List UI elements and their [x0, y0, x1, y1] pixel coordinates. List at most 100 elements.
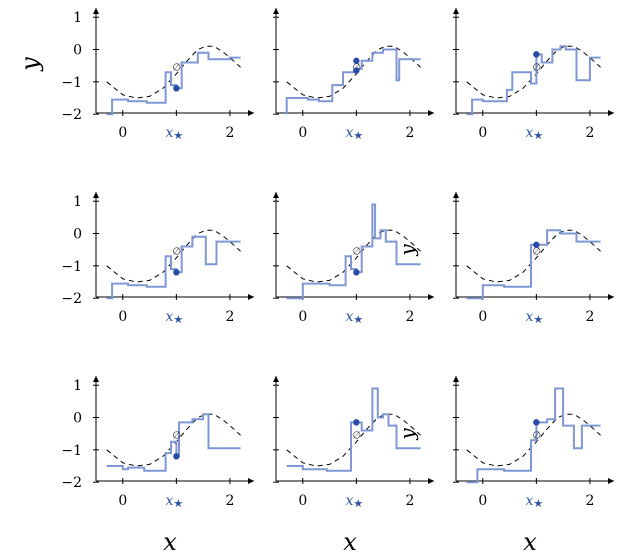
x-tick-label: 2	[225, 493, 234, 509]
x-tick-label: 0	[118, 125, 127, 141]
y-tick-label: −2	[61, 291, 82, 307]
y-tick-label: −1	[61, 75, 82, 91]
series-true-function	[286, 413, 421, 467]
panels: 0 2 1 0 −1 −2 x★ ∅ 0 2 x★ ∅ 0 2 x★ ∅ 0 2 1 0 −1 −2 x★ ∅ 0 2 x★ ∅ y 0 2…	[61, 8, 614, 510]
observed-point	[173, 453, 180, 460]
x-axis-label-col-2: x	[343, 528, 357, 556]
observed-point	[353, 269, 360, 276]
y-tick-label: −1	[61, 443, 82, 459]
observed-point	[533, 241, 540, 249]
panel-1-2: 0 2 x★ ∅	[453, 192, 614, 326]
panel-1-0: 0 2 1 0 −1 −2 x★ ∅	[61, 192, 254, 326]
emptyset-marker: ∅	[532, 62, 541, 73]
y-axis-arrow	[93, 376, 99, 382]
x-tick-label: 0	[478, 309, 487, 325]
emptyset-marker: ∅	[172, 246, 181, 257]
x-axis-arrow	[248, 294, 254, 300]
y-axis-arrow	[453, 376, 459, 382]
series-true-function	[106, 229, 241, 283]
series-step-sample	[466, 45, 601, 116]
series-step-sample	[106, 235, 241, 300]
x-tick-label: 2	[405, 493, 414, 509]
xstar-label: x★	[345, 309, 363, 326]
x-axis-arrow	[248, 478, 254, 484]
x-tick-label: 0	[478, 125, 487, 141]
emptyset-marker: ∅	[352, 246, 361, 257]
observed-point	[533, 419, 540, 426]
series-step-sample	[466, 387, 601, 484]
emptyset-marker: ∅	[352, 430, 361, 441]
x-tick-label: 2	[405, 125, 414, 141]
x-axis-arrow	[248, 110, 254, 116]
x-tick-label: 0	[118, 493, 127, 509]
x-axis-arrow	[608, 478, 614, 484]
y-axis-arrow	[273, 376, 279, 382]
emptyset-marker: ∅	[172, 62, 181, 73]
x-tick-label: 0	[298, 309, 307, 325]
x-tick-label: 0	[298, 493, 307, 509]
series-step-sample	[106, 51, 241, 116]
x-tick-label: 2	[225, 309, 234, 325]
x-tick-label: 0	[478, 493, 487, 509]
series-step-sample	[106, 413, 241, 472]
series-true-function	[106, 413, 241, 467]
observed-point-secondary	[353, 67, 360, 74]
panel-1-1: 0 2 x★ ∅ y	[273, 192, 434, 326]
y-tick-label: −1	[61, 259, 82, 275]
panel-0-1: 02x★∅	[273, 8, 434, 142]
series-true-function	[286, 229, 421, 283]
x-tick-label: 2	[405, 309, 414, 325]
series-true-function	[106, 45, 241, 99]
observed-point	[173, 269, 180, 276]
y-axis-arrow	[93, 8, 99, 14]
y-tick-label: 1	[73, 10, 82, 26]
x-axis-label-col-3: x	[523, 528, 537, 556]
panel-0-2: 0 2 x★ ∅	[453, 8, 614, 142]
x-axis-label-col-1: x	[163, 528, 177, 556]
xstar-label: x★	[345, 125, 363, 142]
y-tick-label: −2	[61, 107, 82, 123]
series-step-sample	[286, 387, 421, 472]
y-axis-arrow	[453, 192, 459, 198]
xstar-label: x★	[165, 125, 183, 142]
panel-y-annotation: y	[395, 244, 419, 257]
y-axis-arrow	[273, 192, 279, 198]
y-axis-label: y	[16, 57, 44, 72]
y-axis-arrow	[453, 8, 459, 14]
x-axis-arrow	[608, 110, 614, 116]
xstar-label: x★	[525, 493, 543, 510]
observed-point	[353, 57, 360, 65]
x-axis-arrow	[428, 478, 434, 484]
panel-y-annotation: y	[395, 428, 419, 441]
y-tick-label: 0	[73, 227, 82, 243]
xstar-label: x★	[525, 309, 543, 326]
x-tick-label: 2	[225, 125, 234, 141]
observed-point	[533, 51, 540, 58]
xstar-label: x★	[165, 493, 183, 510]
y-axis-arrow	[93, 192, 99, 198]
xstar-label: x★	[345, 493, 363, 510]
panel-0-0: 0 2 1 0 −1 −2 x★ ∅	[61, 8, 254, 142]
y-tick-label: −2	[61, 475, 82, 491]
observed-point	[353, 419, 360, 426]
panel-2-1: 0 2 x★ ∅ y	[273, 376, 434, 510]
series-true-function	[466, 45, 601, 99]
panel-2-2: 0 2 x★ ∅	[453, 376, 614, 510]
x-axis-arrow	[608, 294, 614, 300]
emptyset-marker: ∅	[532, 246, 541, 257]
panel-2-0: 0 2 1 0 −1 −2 x★ ∅	[61, 376, 254, 510]
xstar-label: x★	[165, 309, 183, 326]
x-tick-label: 2	[585, 309, 594, 325]
x-axis-arrow	[428, 294, 434, 300]
x-tick-label: 0	[298, 125, 307, 141]
y-axis-arrow	[273, 8, 279, 14]
x-axis-arrow	[428, 110, 434, 116]
series-step-sample	[466, 229, 601, 300]
y-tick-label: 1	[73, 194, 82, 210]
y-tick-label: 0	[73, 43, 82, 59]
observed-point	[173, 85, 180, 92]
series-step-sample	[286, 203, 421, 300]
y-tick-label: 0	[73, 411, 82, 427]
series-true-function	[466, 413, 601, 467]
